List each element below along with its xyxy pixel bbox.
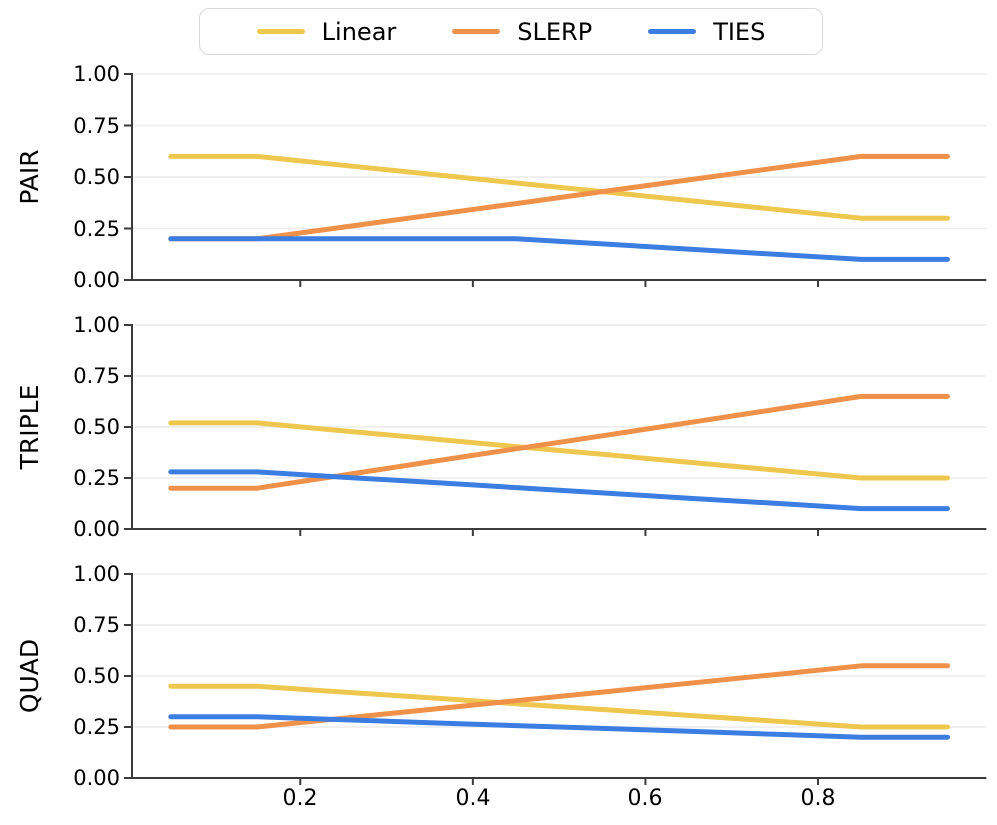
legend-item-linear: Linear xyxy=(256,17,397,46)
slerp-line-sample-icon xyxy=(452,29,501,34)
ytick-label: 0.50 xyxy=(73,664,120,688)
ytick-label: 0.75 xyxy=(73,613,120,637)
xtick-label: 0.6 xyxy=(627,786,663,811)
legend-label-slerp: SLERP xyxy=(517,17,593,46)
ytick-label: 1.00 xyxy=(73,313,120,337)
legend-label-ties: TIES xyxy=(713,17,766,46)
ytick-label: 0.50 xyxy=(73,165,120,189)
xtick-label: 0.2 xyxy=(282,786,318,811)
legend: Linear SLERP TIES xyxy=(199,8,823,55)
series-line-linear-quad xyxy=(168,683,950,730)
legend-item-ties: TIES xyxy=(648,18,765,46)
row-label-pair: PAIR xyxy=(15,149,44,205)
row-label-triple: TRIPLE xyxy=(15,384,44,470)
legend-label-linear: Linear xyxy=(321,17,397,46)
ytick-label: 1.00 xyxy=(73,562,120,586)
ytick-label: 0.50 xyxy=(73,415,120,439)
xtick-label: 0.8 xyxy=(800,786,836,811)
series-line-linear-triple xyxy=(168,420,950,481)
ytick-label: 1.00 xyxy=(73,62,120,86)
series-line-slerp-triple xyxy=(168,393,950,491)
ytick-label: 0.25 xyxy=(73,216,120,241)
ties-line-sample-icon xyxy=(648,29,697,34)
legend-item-slerp: SLERP xyxy=(452,18,592,46)
ytick-label: 0.00 xyxy=(73,517,120,541)
series-line-linear-pair xyxy=(168,153,950,221)
series-line-slerp-pair xyxy=(168,153,950,242)
ytick-label: 0.00 xyxy=(73,268,120,292)
ytick-label: 0.75 xyxy=(73,113,120,138)
series-line-ties-triple xyxy=(168,469,950,512)
ytick-label: 0.25 xyxy=(73,466,120,490)
xtick-label: 0.4 xyxy=(455,786,491,811)
series-line-slerp-quad xyxy=(168,663,950,730)
series-line-ties-quad xyxy=(168,714,950,740)
linear-line-sample-icon xyxy=(256,29,305,34)
series-line-ties-pair xyxy=(168,236,950,262)
row-label-quad: QUAD xyxy=(15,638,44,714)
ytick-label: 0.75 xyxy=(73,364,120,388)
ytick-label: 0.25 xyxy=(73,715,120,739)
ytick-label: 0.00 xyxy=(73,766,120,790)
